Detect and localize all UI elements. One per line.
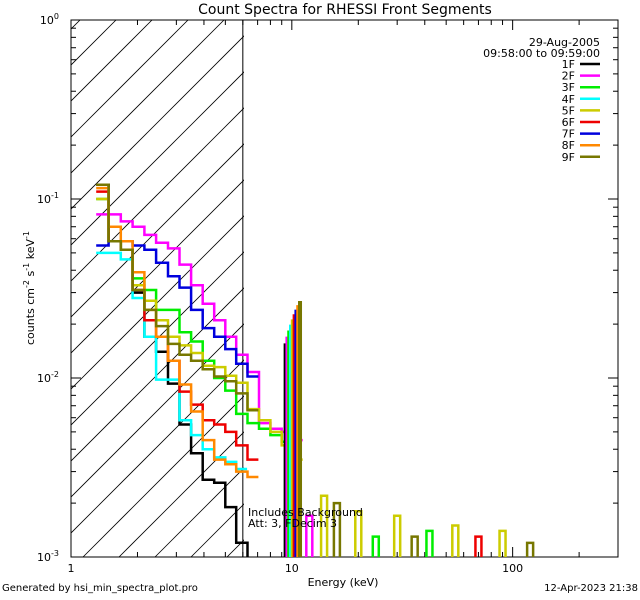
- high-energy-point: [498, 529, 507, 557]
- legend-label-4F: 4F: [562, 93, 575, 106]
- hatch-line: [71, 287, 244, 462]
- hatch-line: [71, 215, 244, 390]
- legend-label-1F: 1F: [562, 58, 575, 71]
- line-peak-9F: [298, 300, 303, 557]
- high-energy-point: [425, 529, 434, 557]
- series-8F: [96, 186, 259, 479]
- hatch-line: [71, 251, 244, 426]
- legend-label-2F: 2F: [562, 70, 575, 83]
- series-5F: [96, 197, 303, 461]
- series-4F: [96, 251, 248, 471]
- legend-label-5F: 5F: [562, 104, 575, 117]
- annotation-background: Includes Background: [248, 506, 363, 519]
- high-energy-point: [305, 514, 314, 557]
- hatch-line: [71, 20, 225, 174]
- high-energy-point: [451, 524, 460, 557]
- legend-label-3F: 3F: [562, 81, 575, 94]
- high-energy-point: [392, 514, 402, 557]
- high-energy-point: [319, 494, 329, 557]
- legend-label-6F: 6F: [562, 116, 575, 129]
- high-energy-point: [474, 535, 483, 557]
- x-tick-label: 1: [68, 562, 75, 575]
- x-tick-label: 10: [285, 562, 299, 575]
- hatch-line: [71, 20, 153, 102]
- y-tick-label: 100: [40, 12, 59, 27]
- hatch-line: [71, 359, 244, 534]
- time-range-label: 09:58:00 to 09:59:00: [483, 47, 600, 60]
- date-label: 29-Aug-2005: [529, 36, 600, 49]
- x-axis-label: Energy (keV): [308, 576, 379, 589]
- series-2F: [96, 213, 303, 442]
- annotation-attenuator: Att: 3, FDecim 3: [248, 517, 337, 530]
- high-energy-point: [371, 535, 381, 557]
- hatch-line: [71, 20, 189, 138]
- high-energy-point: [525, 541, 535, 557]
- hatch-line: [71, 20, 117, 66]
- plot-frame: [70, 19, 619, 558]
- chart-title: Count Spectra for RHESSI Front Segments: [198, 2, 492, 18]
- y-tick-label: 10-1: [37, 191, 59, 206]
- high-energy-point: [332, 501, 342, 557]
- hatch-line: [263, 0, 640, 557]
- hatch-line: [71, 179, 244, 354]
- y-tick-label: 10-3: [37, 549, 59, 564]
- legend-label-7F: 7F: [562, 128, 575, 141]
- y-tick-label: 10-2: [37, 370, 59, 385]
- high-energy-point: [354, 510, 363, 557]
- hatch-line: [71, 107, 244, 282]
- high-energy-point: [410, 535, 419, 557]
- hatch-line: [71, 323, 244, 498]
- axis-ticks: 1 10 100 10-3 10-2 10-1 100: [37, 12, 619, 575]
- hatch-line: [82, 395, 244, 557]
- hatch-line: [71, 35, 244, 210]
- legend-label-8F: 8F: [562, 139, 575, 152]
- series-layer: [96, 183, 535, 557]
- background-hatch-region: [0, 0, 640, 557]
- x-tick-label: 100: [502, 562, 523, 575]
- series-9F: [96, 183, 259, 412]
- hatch-line: [0, 0, 107, 557]
- footer-timestamp: 12-Apr-2023 21:38: [544, 583, 638, 594]
- y-axis-label: counts cm-2 s-1 keV-1: [22, 231, 37, 345]
- footer-generated-by: Generated by hsi_min_spectra_plot.pro: [2, 583, 198, 594]
- legend-label-9F: 9F: [562, 151, 575, 164]
- hatch-line: [71, 143, 244, 318]
